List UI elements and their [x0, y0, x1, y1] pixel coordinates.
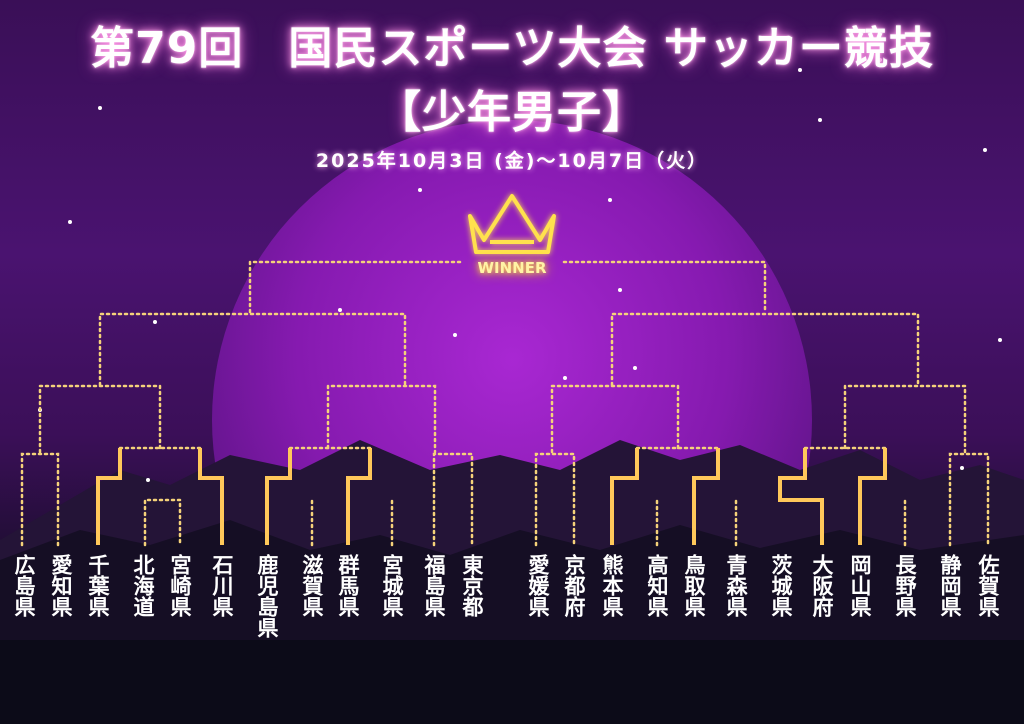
star: [818, 118, 822, 122]
team-label: 鹿児島県: [255, 554, 279, 638]
team-label: 千葉県: [86, 554, 110, 617]
star: [618, 288, 622, 292]
star: [798, 68, 802, 72]
bracket-line: [143, 498, 182, 547]
star: [146, 478, 150, 482]
team-label: 群馬県: [336, 554, 360, 617]
star: [153, 320, 157, 324]
winner-label: WINNER: [477, 259, 547, 277]
team-label: 広島県: [12, 554, 36, 617]
bracket-line-advanced: [346, 448, 372, 545]
team-label: 佐賀県: [976, 554, 1000, 617]
bracket-line: [20, 452, 60, 547]
team-label: 愛媛県: [526, 554, 550, 617]
team-label: 宮崎県: [168, 554, 192, 617]
bracket-line-advanced: [96, 448, 122, 545]
event-dates: 2025年10月3日 (金)～10月7日（火）: [315, 150, 709, 172]
team-label: 石川県: [210, 554, 234, 617]
bracket-line: [550, 384, 680, 454]
star: [563, 376, 567, 380]
star: [98, 106, 102, 110]
bracket-line-advanced: [198, 448, 224, 545]
star: [633, 366, 637, 370]
bracket-line-advanced: [692, 448, 720, 545]
bracket-line-advanced: [610, 448, 639, 545]
star: [960, 466, 964, 470]
team-label: 岡山県: [848, 554, 872, 617]
team-label: 静岡県: [938, 554, 962, 617]
bracket-lines: [20, 260, 990, 547]
team-label: 鳥取県: [682, 554, 706, 617]
team-label: 茨城県: [769, 554, 793, 617]
star: [418, 188, 422, 192]
bracket-line-advanced: [265, 448, 292, 545]
star: [998, 338, 1002, 342]
stars: [38, 58, 1002, 482]
bracket-line: [98, 312, 407, 387]
page-title: 第79回 国民スポーツ大会 サッカー競技: [90, 23, 934, 74]
team-label: 高知県: [645, 554, 669, 617]
team-label: 熊本県: [600, 554, 624, 617]
crown-icon: [468, 194, 556, 254]
bracket-line: [534, 452, 576, 547]
bracket-line: [38, 384, 162, 454]
team-label: 東京都: [460, 554, 484, 617]
star: [608, 198, 612, 202]
bracket-line: [432, 452, 474, 547]
team-label: 京都府: [562, 554, 586, 617]
star: [878, 58, 882, 62]
page-subtitle: 【少年男子】: [377, 87, 647, 138]
bracket-line-advanced: [778, 448, 824, 545]
bracket-line: [843, 384, 967, 454]
team-label: 青森県: [724, 554, 748, 617]
ground: [0, 640, 1024, 724]
team-label: 北海道: [131, 554, 155, 617]
bracket-line: [948, 452, 990, 547]
team-label: 福島県: [422, 554, 446, 617]
bracket-line: [562, 260, 767, 314]
bracket-line: [610, 312, 920, 387]
star: [983, 148, 987, 152]
bracket-line: [326, 384, 437, 454]
star: [338, 308, 342, 312]
star: [68, 220, 72, 224]
bracket-line: [248, 260, 462, 314]
team-label: 大阪府: [810, 554, 834, 617]
bracket-line-advanced: [858, 448, 887, 545]
star: [453, 333, 457, 337]
team-label: 愛知県: [49, 554, 73, 617]
team-label: 長野県: [893, 554, 917, 617]
team-label: 宮城県: [380, 554, 404, 617]
team-label: 滋賀県: [300, 554, 324, 617]
